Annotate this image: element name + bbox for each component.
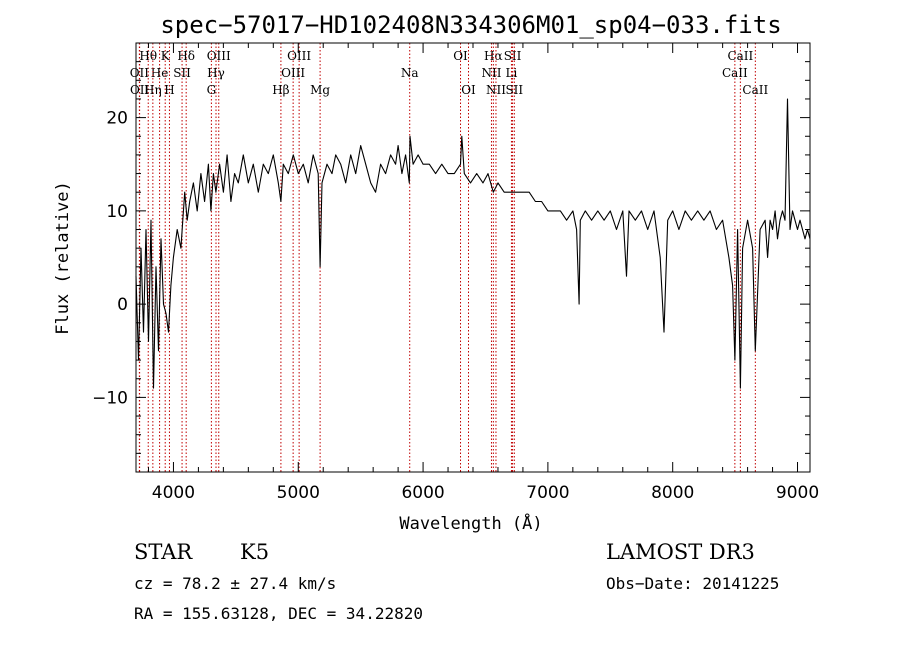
line-marker-label-0: Hθ xyxy=(139,49,157,63)
line-markers: Hθ OII OII K He Hη Hδ SII H OIII Hγ G OIII OIII Hβ Mg Na… xyxy=(130,43,768,472)
line-marker-label-5: Hη xyxy=(144,83,162,97)
x-tick-label-4: 8000 xyxy=(651,483,694,503)
x-tick-label-2: 6000 xyxy=(401,483,444,503)
line-marker-label-2: OII xyxy=(130,83,150,97)
y-tick-label-2: 10 xyxy=(106,202,128,222)
x-axis-label: Wavelength (Å) xyxy=(399,512,542,534)
y-tick-label-0: −10 xyxy=(92,388,128,408)
plot-frame xyxy=(135,42,811,473)
spectrum-line-0 xyxy=(135,98,811,389)
x-tick-label-0: 4000 xyxy=(152,483,195,503)
survey-name: LAMOST DR3 xyxy=(606,540,755,564)
x-tick-label-1: 5000 xyxy=(277,483,320,503)
y-tick-label-1: 0 xyxy=(117,295,128,315)
line-marker-label-7: SII xyxy=(173,66,191,80)
y-axis-label: Flux (relative) xyxy=(53,181,73,335)
redshift-text: cz = 78.2 ± 27.4 km/s xyxy=(134,574,336,593)
line-marker-label-17: OI xyxy=(453,49,468,63)
line-marker-label-24: SII xyxy=(505,83,523,97)
x-tick-label-5: 9000 xyxy=(776,483,819,503)
line-marker-label-4: He xyxy=(151,66,169,80)
line-marker-label-19: Hα xyxy=(484,49,503,63)
chart-title: spec−57017−HD102408N334306M01_sp04−033.f… xyxy=(160,11,781,39)
line-marker-label-16: Na xyxy=(401,66,419,80)
line-marker-label-1: OII xyxy=(130,66,150,80)
line-marker-label-13: OIII xyxy=(281,66,305,80)
line-marker-label-12: OIII xyxy=(287,49,311,63)
line-marker-label-20: NII xyxy=(481,66,501,80)
y-tick-label-3: 20 xyxy=(106,109,128,129)
line-marker-label-10: Hγ xyxy=(207,66,225,80)
line-marker-label-23: Li xyxy=(506,66,518,80)
line-marker-label-21: NII xyxy=(486,83,506,97)
line-marker-label-27: CaII xyxy=(742,83,768,97)
line-marker-label-6: Hδ xyxy=(177,49,195,63)
line-marker-label-9: OIII xyxy=(207,49,231,63)
line-marker-label-25: CaII xyxy=(727,49,753,63)
object-subclass: K5 xyxy=(240,540,269,564)
line-marker-label-3: K xyxy=(161,49,171,63)
line-marker-label-15: Mg xyxy=(310,83,330,97)
line-marker-label-8: H xyxy=(164,83,174,97)
object-class: STAR xyxy=(134,540,193,564)
x-tick-label-3: 7000 xyxy=(526,483,569,503)
line-marker-label-18: OI xyxy=(461,83,476,97)
obs-date-text: Obs−Date: 20141225 xyxy=(606,574,779,593)
line-marker-label-26: CaII xyxy=(722,66,748,80)
line-marker-label-11: G xyxy=(207,83,217,97)
spectrum-series xyxy=(135,98,811,389)
coordinates-text: RA = 155.63128, DEC = 34.22820 xyxy=(134,604,423,623)
line-marker-label-22: SII xyxy=(504,49,522,63)
line-marker-label-14: Hβ xyxy=(272,83,289,97)
axis-ticks: 4000 5000 6000 7000 8000 9000 −10 0 10 20 xyxy=(92,43,819,503)
